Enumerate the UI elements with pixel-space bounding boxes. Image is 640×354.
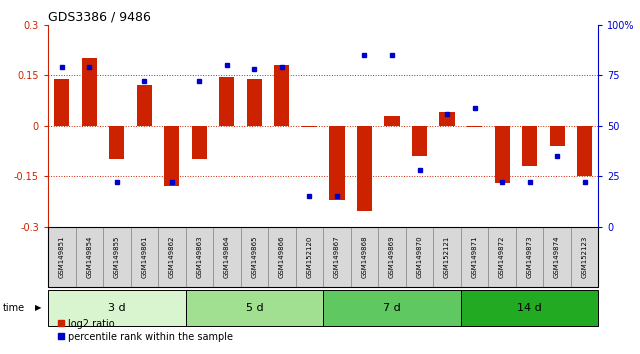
Bar [164, 126, 179, 186]
Bar [323, 227, 351, 287]
Text: GSM149871: GSM149871 [472, 235, 477, 278]
Bar [241, 227, 268, 287]
Bar [296, 227, 323, 287]
Bar [247, 79, 262, 126]
Bar [275, 65, 289, 126]
Text: 3 d: 3 d [108, 303, 125, 313]
Bar [137, 85, 152, 126]
Bar [571, 227, 598, 287]
Bar [412, 126, 427, 156]
Bar [330, 126, 344, 200]
Bar [302, 126, 317, 127]
Text: GSM149862: GSM149862 [169, 235, 175, 278]
Bar [323, 290, 461, 326]
Text: GSM149870: GSM149870 [417, 235, 422, 278]
Text: GSM152121: GSM152121 [444, 235, 450, 278]
Text: GSM149868: GSM149868 [362, 235, 367, 278]
Bar [186, 290, 323, 326]
Text: ▶: ▶ [35, 303, 42, 313]
Text: time: time [3, 303, 26, 313]
Text: GSM149867: GSM149867 [334, 235, 340, 278]
Text: GSM149865: GSM149865 [252, 235, 257, 278]
Legend: log2 ratio, percentile rank within the sample: log2 ratio, percentile rank within the s… [53, 315, 237, 346]
Bar [577, 126, 592, 176]
Text: GSM149851: GSM149851 [59, 235, 65, 278]
Text: GSM149869: GSM149869 [389, 235, 395, 278]
Bar [158, 227, 186, 287]
Bar [461, 227, 488, 287]
Text: GSM149854: GSM149854 [86, 235, 92, 278]
Text: GSM152120: GSM152120 [307, 235, 312, 278]
Text: GSM149866: GSM149866 [279, 235, 285, 278]
Bar [54, 79, 69, 126]
Bar [220, 77, 234, 126]
Bar [192, 126, 207, 159]
Text: GSM149874: GSM149874 [554, 235, 560, 278]
Text: 14 d: 14 d [517, 303, 542, 313]
Text: 7 d: 7 d [383, 303, 401, 313]
Bar [543, 227, 571, 287]
Bar [378, 227, 406, 287]
Text: GSM149864: GSM149864 [224, 235, 230, 278]
Bar [440, 112, 454, 126]
Text: GSM149873: GSM149873 [527, 235, 532, 278]
Text: GSM149872: GSM149872 [499, 235, 505, 278]
Bar [385, 115, 399, 126]
Text: 5 d: 5 d [246, 303, 263, 313]
Bar [186, 227, 213, 287]
Bar [495, 126, 509, 183]
Bar [76, 227, 103, 287]
Bar [433, 227, 461, 287]
Bar [357, 126, 372, 211]
Bar [268, 227, 296, 287]
Bar [82, 58, 97, 126]
Text: GSM149861: GSM149861 [141, 235, 147, 278]
Bar [213, 227, 241, 287]
Bar [131, 227, 158, 287]
Bar [516, 227, 543, 287]
Bar [406, 227, 433, 287]
Bar [461, 290, 598, 326]
Bar [48, 290, 186, 326]
Bar [48, 227, 76, 287]
Bar [109, 126, 124, 159]
Text: GSM149863: GSM149863 [196, 235, 202, 278]
Text: GSM152123: GSM152123 [582, 235, 588, 278]
Text: GDS3386 / 9486: GDS3386 / 9486 [48, 11, 151, 24]
Bar [488, 227, 516, 287]
Bar [103, 227, 131, 287]
Bar [467, 126, 482, 127]
Text: GSM149855: GSM149855 [114, 235, 120, 278]
Bar [351, 227, 378, 287]
Bar [522, 126, 537, 166]
Bar [550, 126, 564, 146]
